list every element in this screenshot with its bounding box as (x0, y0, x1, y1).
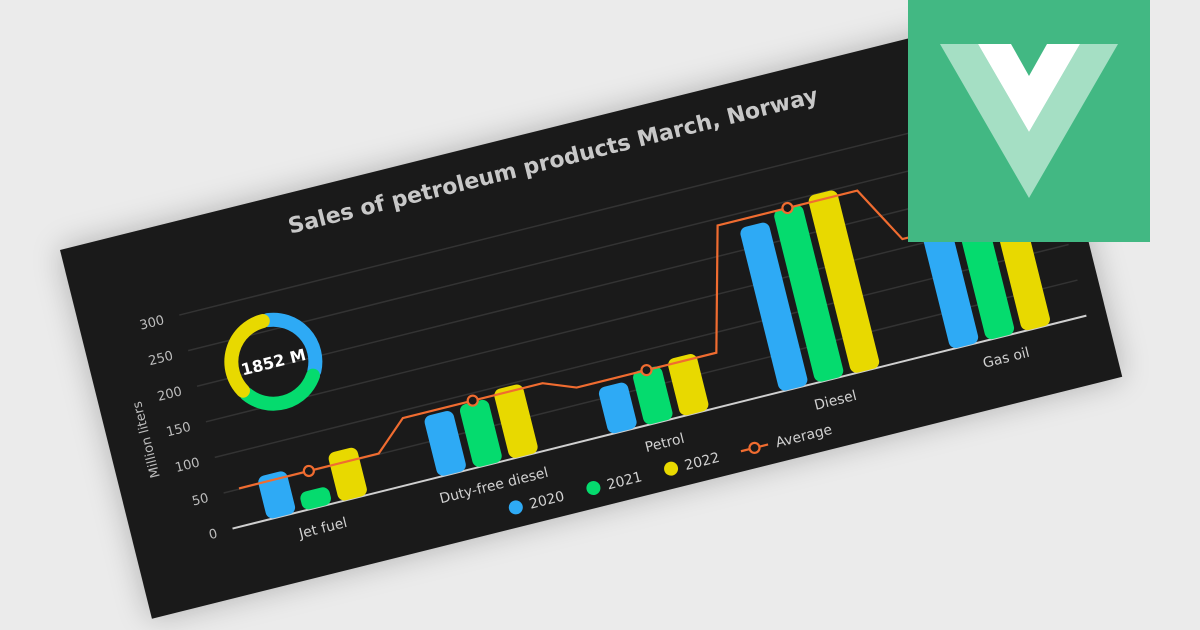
chart-title: Sales of petroleum products March, Norwa… (286, 83, 821, 239)
y-tick-label: 50 (191, 491, 211, 510)
donut-center-label: 1852 M (239, 345, 308, 379)
bar-2022 (494, 384, 538, 458)
vue-logo-icon (940, 44, 1118, 198)
gridline (205, 208, 1060, 423)
gridline (179, 101, 1034, 316)
gridline (214, 243, 1069, 459)
average-marker (640, 364, 653, 377)
y-tick-label: 0 (207, 527, 219, 544)
bar-2021 (459, 399, 502, 467)
bar-2021 (957, 212, 1015, 340)
y-tick-label: 100 (174, 455, 202, 476)
legend-label: Average (774, 422, 834, 451)
bar-2022 (808, 190, 880, 373)
legend-label: 2021 (605, 469, 643, 493)
legend-label: 2022 (683, 450, 721, 474)
bar-2022 (996, 216, 1050, 331)
x-tick-label: Gas oil (981, 345, 1031, 372)
bar-2020 (424, 410, 466, 476)
bar-2022 (328, 447, 367, 501)
bar-2021 (633, 366, 673, 425)
bar-2020 (258, 471, 296, 519)
donut-slice-2020 (260, 312, 323, 378)
donut-slice-2021 (239, 368, 320, 411)
x-tick-label: Diesel (813, 388, 859, 414)
y-tick-label: 150 (165, 420, 193, 441)
y-axis-label: Million liters (130, 400, 164, 480)
average-marker (781, 201, 794, 215)
bar-2022 (668, 354, 709, 416)
legend-label: 2020 (528, 489, 566, 513)
legend-marker-2022 (664, 461, 679, 476)
y-tick-label: 200 (156, 384, 184, 405)
gridline (187, 137, 1043, 352)
x-tick-label: Petrol (643, 431, 686, 456)
bar-2020 (740, 222, 808, 391)
average-marker (466, 394, 479, 407)
bar-2021 (774, 205, 844, 382)
legend-average-marker (748, 441, 761, 454)
donut-slice-2022 (224, 314, 270, 398)
vue-logo (908, 0, 1150, 242)
legend-marker-2020 (508, 500, 523, 515)
bar-2020 (923, 228, 979, 349)
legend-marker-2021 (586, 481, 601, 496)
bar-2021 (300, 487, 331, 510)
x-tick-label: Jet fuel (297, 515, 349, 543)
y-tick-label: 300 (138, 313, 166, 334)
average-marker (302, 464, 315, 478)
y-tick-label: 250 (147, 349, 175, 370)
bar-2020 (598, 382, 637, 434)
